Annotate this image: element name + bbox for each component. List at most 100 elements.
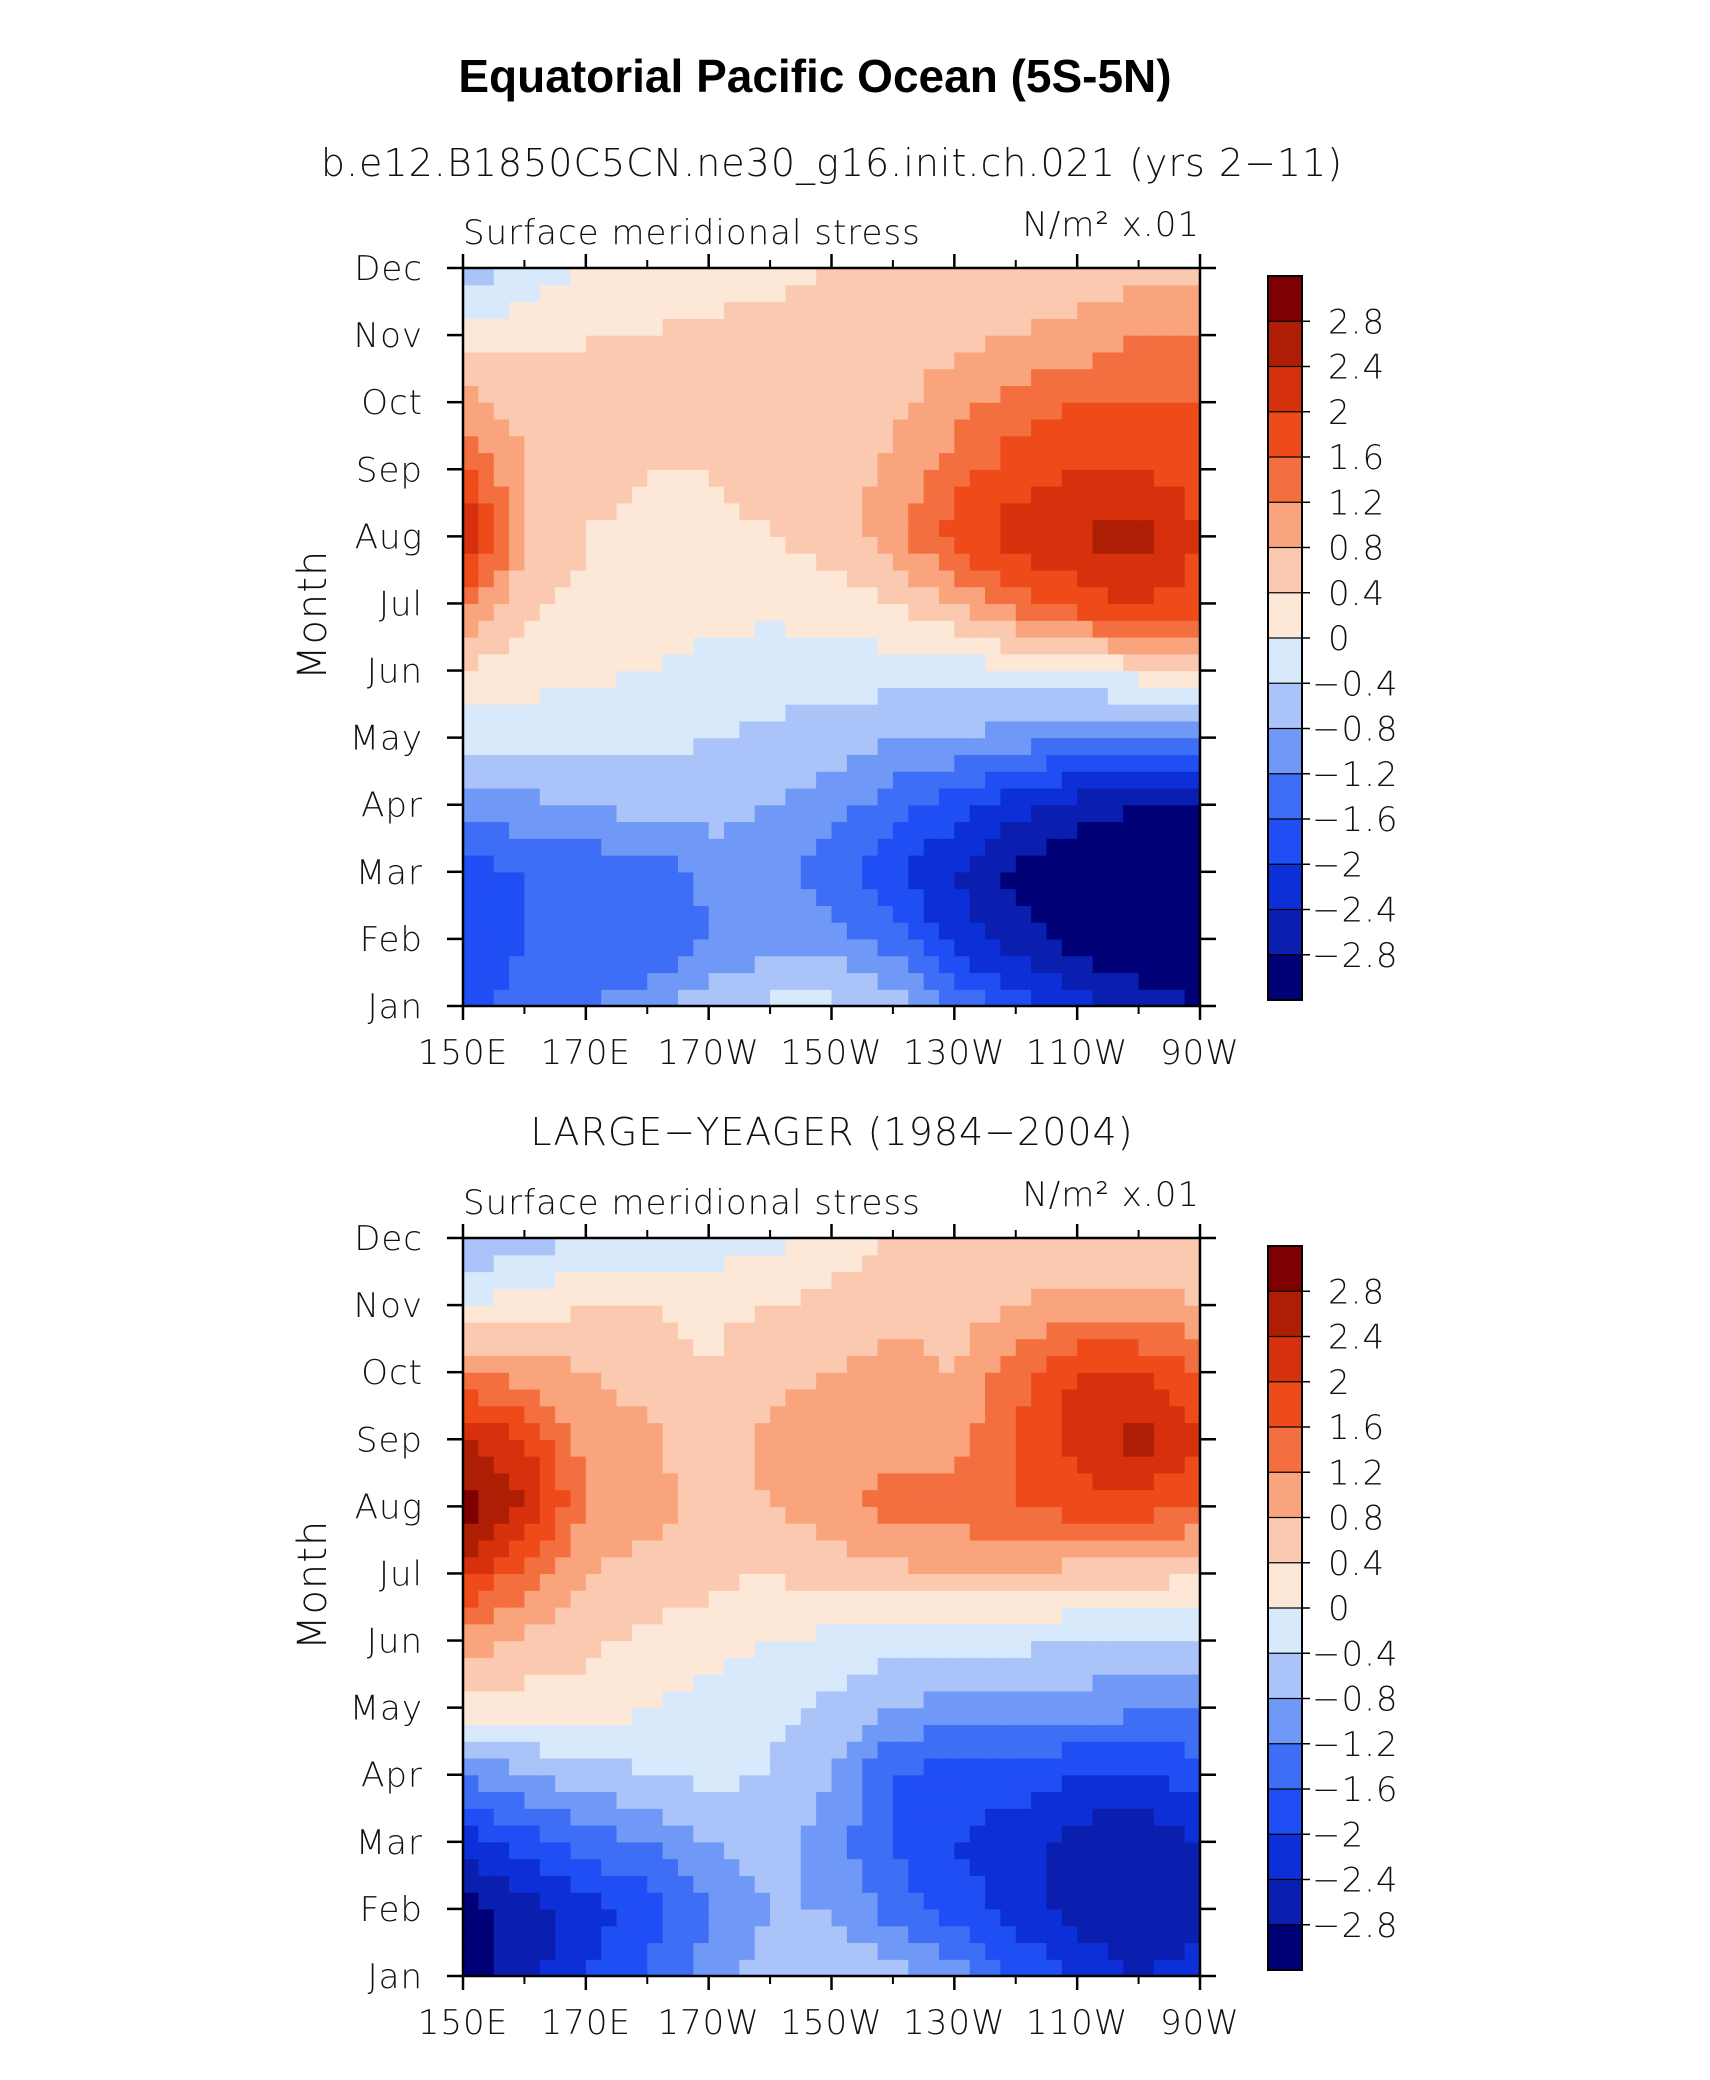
heatmap-cell: [463, 1841, 479, 1860]
heatmap-cell: [969, 1539, 986, 1558]
heatmap-cell: [1138, 687, 1155, 705]
heatmap-cell: [631, 1908, 648, 1927]
heatmap-cell: [1107, 1456, 1124, 1474]
heatmap-cell: [1031, 536, 1048, 554]
heatmap-cell: [1138, 1774, 1155, 1793]
heatmap-cell: [1000, 335, 1017, 353]
heatmap-cell: [969, 1791, 986, 1809]
heatmap-cell: [1000, 1841, 1017, 1860]
heatmap-cell: [524, 1372, 541, 1390]
heatmap-cell: [1169, 1539, 1186, 1558]
heatmap-cell: [1077, 1892, 1094, 1910]
heatmap-cell: [739, 804, 756, 823]
panel-model: b.e12.B1850C5CN.ne30_g16.init.ch.021 (yr…: [290, 141, 1398, 1073]
heatmap-cell: [570, 704, 587, 722]
heatmap-cell: [662, 1271, 679, 1289]
heatmap-cell: [1092, 653, 1109, 672]
heatmap-cell: [555, 871, 572, 890]
heatmap-cell: [1153, 821, 1170, 839]
heatmap-cell: [938, 1238, 955, 1256]
heatmap-cell: [1169, 1523, 1186, 1541]
heatmap-cell: [862, 1908, 879, 1927]
heatmap-cell: [770, 905, 787, 923]
heatmap-cell: [892, 1908, 909, 1927]
heatmap-cell: [1092, 938, 1109, 957]
heatmap-cell: [1123, 486, 1140, 504]
heatmap-cell: [1077, 1590, 1094, 1608]
heatmap-cell: [724, 452, 740, 470]
heatmap-cell: [1031, 1640, 1048, 1658]
heatmap-cell: [1031, 1472, 1048, 1491]
heatmap-cell: [539, 1892, 556, 1910]
heatmap-cell: [493, 754, 510, 772]
heatmap-cell: [463, 972, 479, 990]
heatmap-cell: [724, 737, 740, 756]
heatmap-cell: [693, 670, 710, 688]
heatmap-cell: [938, 1539, 955, 1558]
heatmap-cell: [739, 1640, 756, 1658]
heatmap-cell: [892, 972, 909, 990]
heatmap-cell: [754, 1657, 771, 1675]
heatmap-cell: [601, 955, 618, 974]
heatmap-cell: [724, 1439, 740, 1457]
heatmap-cell: [585, 989, 602, 1007]
heatmap-cell: [1138, 1841, 1155, 1860]
heatmap-cell: [739, 1573, 756, 1591]
heatmap-cell: [954, 452, 971, 470]
heatmap-cell: [493, 804, 510, 823]
heatmap-cell: [693, 1355, 710, 1373]
heatmap-cell: [1061, 603, 1078, 621]
heatmap-cell: [739, 1388, 756, 1407]
heatmap-cell: [616, 368, 633, 387]
heatmap-cell: [493, 670, 510, 688]
heatmap-cell: [631, 1774, 648, 1793]
heatmap-cell: [1107, 1908, 1124, 1927]
heatmap-cell: [923, 519, 940, 537]
heatmap-cell: [1123, 922, 1140, 940]
heatmap-cell: [985, 704, 1001, 722]
heatmap-cell: [816, 720, 833, 739]
heatmap-cell: [831, 1388, 848, 1407]
heatmap-cell: [1046, 1757, 1063, 1776]
heatmap-cell: [1184, 1607, 1201, 1625]
heatmap-cell: [1169, 855, 1186, 873]
heatmap-cell: [1031, 1388, 1048, 1407]
heatmap-cell: [524, 1305, 541, 1323]
heatmap-cell: [938, 1338, 955, 1357]
heatmap-cell: [831, 687, 848, 705]
heatmap-cell: [969, 1372, 986, 1390]
heatmap-cell: [616, 1774, 633, 1793]
heatmap-cell: [524, 1875, 541, 1893]
heatmap-cell: [539, 1707, 556, 1726]
heatmap-cell: [739, 1305, 756, 1323]
heatmap-cell: [831, 821, 848, 839]
heatmap-cell: [493, 486, 510, 504]
heatmap-cell: [985, 1607, 1001, 1625]
heatmap-cell: [938, 1925, 955, 1944]
heatmap-cell: [708, 989, 725, 1007]
heatmap-cell: [892, 402, 909, 420]
heatmap-cell: [539, 653, 556, 672]
heatmap-cell: [524, 1355, 541, 1373]
heatmap-cell: [1031, 1338, 1048, 1357]
heatmap-cell: [493, 1640, 510, 1658]
heatmap-cell: [677, 1372, 694, 1390]
heatmap-cell: [938, 1405, 955, 1424]
heatmap-cell: [1138, 1724, 1155, 1742]
heatmap-cell: [1184, 1422, 1201, 1440]
heatmap-cell: [708, 351, 725, 370]
heatmap-cell: [570, 335, 587, 353]
heatmap-cell: [800, 1741, 817, 1759]
heatmap-cell: [877, 1858, 894, 1876]
heatmap-cell: [509, 771, 526, 789]
heatmap-cell: [601, 452, 618, 470]
heatmap-cell: [463, 1808, 479, 1826]
heatmap-cell: [1061, 972, 1078, 990]
heatmap-cell: [570, 1489, 587, 1507]
heatmap-cell: [969, 502, 986, 521]
heatmap-cell: [616, 1305, 633, 1323]
heatmap-cell: [724, 989, 740, 1007]
heatmap-cell: [708, 1607, 725, 1625]
heatmap-cell: [969, 1523, 986, 1541]
heatmap-cell: [616, 1506, 633, 1524]
